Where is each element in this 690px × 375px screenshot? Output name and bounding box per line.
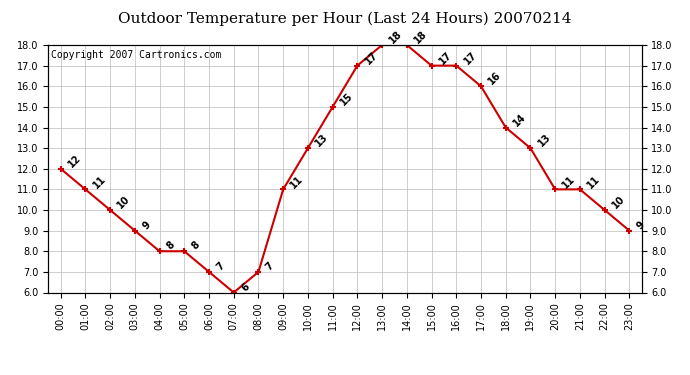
Text: 13: 13	[313, 132, 330, 149]
Text: 11: 11	[585, 173, 602, 190]
Text: Outdoor Temperature per Hour (Last 24 Hours) 20070214: Outdoor Temperature per Hour (Last 24 Ho…	[118, 11, 572, 26]
Text: 9: 9	[635, 219, 647, 231]
Text: 10: 10	[116, 194, 132, 211]
Text: 11: 11	[561, 173, 578, 190]
Text: 8: 8	[165, 240, 177, 252]
Text: 8: 8	[190, 240, 201, 252]
Text: 18: 18	[388, 29, 404, 46]
Text: 7: 7	[264, 261, 276, 273]
Text: 11: 11	[91, 173, 108, 190]
Text: 18: 18	[413, 29, 429, 46]
Text: 16: 16	[486, 70, 503, 87]
Text: 15: 15	[338, 91, 355, 108]
Text: 7: 7	[215, 261, 226, 273]
Text: 14: 14	[511, 111, 528, 128]
Text: 17: 17	[462, 50, 478, 66]
Text: 6: 6	[239, 281, 251, 293]
Text: 13: 13	[536, 132, 553, 149]
Text: 17: 17	[363, 50, 380, 66]
Text: 9: 9	[140, 219, 152, 231]
Text: 11: 11	[288, 173, 306, 190]
Text: 12: 12	[66, 153, 83, 170]
Text: 10: 10	[610, 194, 627, 211]
Text: Copyright 2007 Cartronics.com: Copyright 2007 Cartronics.com	[51, 50, 221, 60]
Text: 17: 17	[437, 50, 454, 66]
